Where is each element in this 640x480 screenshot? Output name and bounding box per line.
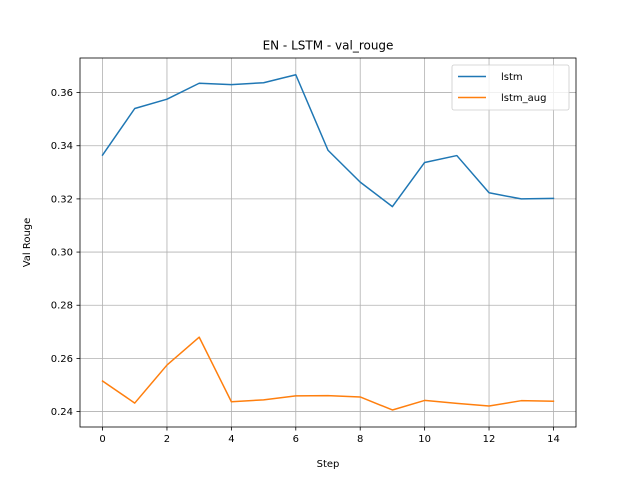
- x-axis-title: Step: [317, 459, 340, 470]
- x-tick-label: 2: [164, 434, 170, 445]
- x-tick-label: 8: [357, 434, 363, 445]
- y-tick-label: 0.28: [51, 301, 73, 312]
- plot-frame: [79, 57, 577, 428]
- legend-label: lstm_aug: [501, 93, 546, 104]
- x-tick-label: 10: [418, 434, 431, 445]
- y-tick-label: 0.30: [51, 248, 73, 259]
- series-line-lstm-aug: [101, 336, 555, 411]
- y-tick-label: 0.34: [51, 141, 73, 152]
- legend-label: lstm: [501, 72, 523, 83]
- y-tick-label: 0.32: [51, 194, 73, 205]
- grid: [80, 58, 576, 427]
- x-tick-label: 12: [483, 434, 496, 445]
- x-tick-label: 6: [293, 434, 299, 445]
- y-tick-label: 0.24: [51, 407, 73, 418]
- y-tick-label: 0.26: [51, 354, 73, 365]
- series-group: [101, 74, 555, 411]
- y-axis-title: Val Rouge: [22, 218, 33, 268]
- x-tick-label: 4: [228, 434, 234, 445]
- y-axis: 0.24 0.26 0.28 0.30 0.32 0.34 0.36: [51, 88, 80, 418]
- x-tick-label: 0: [99, 434, 105, 445]
- x-axis: 0 2 4 6 8 10 12 14: [99, 427, 560, 445]
- series-line-lstm: [101, 74, 555, 208]
- x-tick-label: 14: [547, 434, 560, 445]
- y-tick-label: 0.36: [51, 88, 73, 99]
- chart-title: EN - LSTM - val_rouge: [263, 39, 394, 53]
- legend: lstm lstm_aug: [451, 64, 570, 111]
